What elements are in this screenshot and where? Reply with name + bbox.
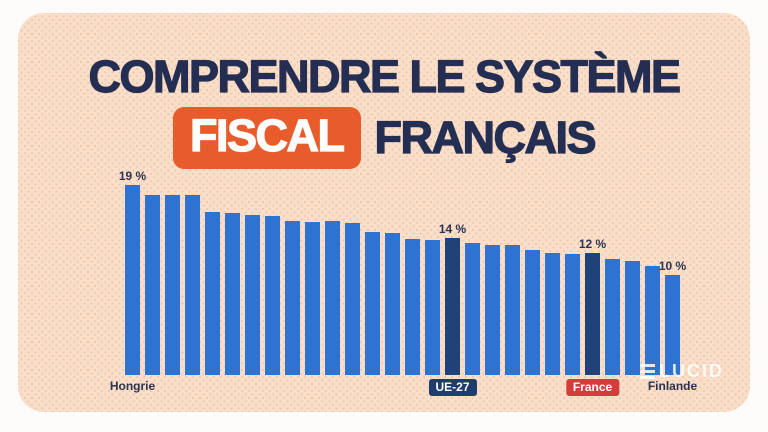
bar [345,223,360,375]
bar [285,221,300,375]
infographic-card: COMPRENDRE LE SYSTÈME FISCAL FRANÇAIS 19… [18,13,750,412]
bar [165,195,180,375]
bar [325,221,340,375]
country-label-france: France [565,379,620,396]
bar [505,245,520,375]
country-label-ue-27: UE-27 [428,379,477,396]
bar [465,243,480,375]
bar-value-label: 10 % [658,259,687,273]
bar [245,215,260,375]
bar [205,212,220,375]
bar [365,232,380,375]
bar [385,233,400,375]
bar [525,250,540,375]
country-label-finlande: Finlande [647,379,698,393]
fiscal-highlight-badge: FISCAL [173,107,361,169]
triple-bar-icon [640,363,655,380]
bar-value-label: 19 % [118,169,147,183]
bar-finlande: 10 % Finlande [648,259,697,393]
bar [305,222,320,375]
bar [625,261,640,375]
country-label-hongrie: Hongrie [109,379,156,393]
title-line1: COMPRENDRE LE SYSTÈME [88,50,682,102]
bar-france: 12 % France [565,237,620,396]
bar [145,195,160,375]
bar [265,216,280,375]
bar-value-label: 14 % [438,222,467,236]
bar [545,253,560,375]
elucid-logo: LUCID [640,361,724,382]
bar [185,195,200,375]
bar [645,266,660,375]
bar [225,213,240,375]
title-line2: FISCAL FRANÇAIS [18,107,750,169]
title-line2-text: FRANÇAIS [374,111,597,163]
bar-ue-27: 14 % UE-27 [428,222,477,396]
bar-value-label: 12 % [578,237,607,251]
bar [605,259,620,375]
bar [485,245,500,375]
bar-chart: 19 % Hongrie 14 % UE-27 12 % France 10 % Finlan… [110,169,697,396]
bar [425,240,440,375]
logo-text: LUCID [659,361,724,381]
bar-hongrie: 19 % Hongrie [110,169,155,393]
bar [565,254,580,375]
bar [405,239,420,375]
